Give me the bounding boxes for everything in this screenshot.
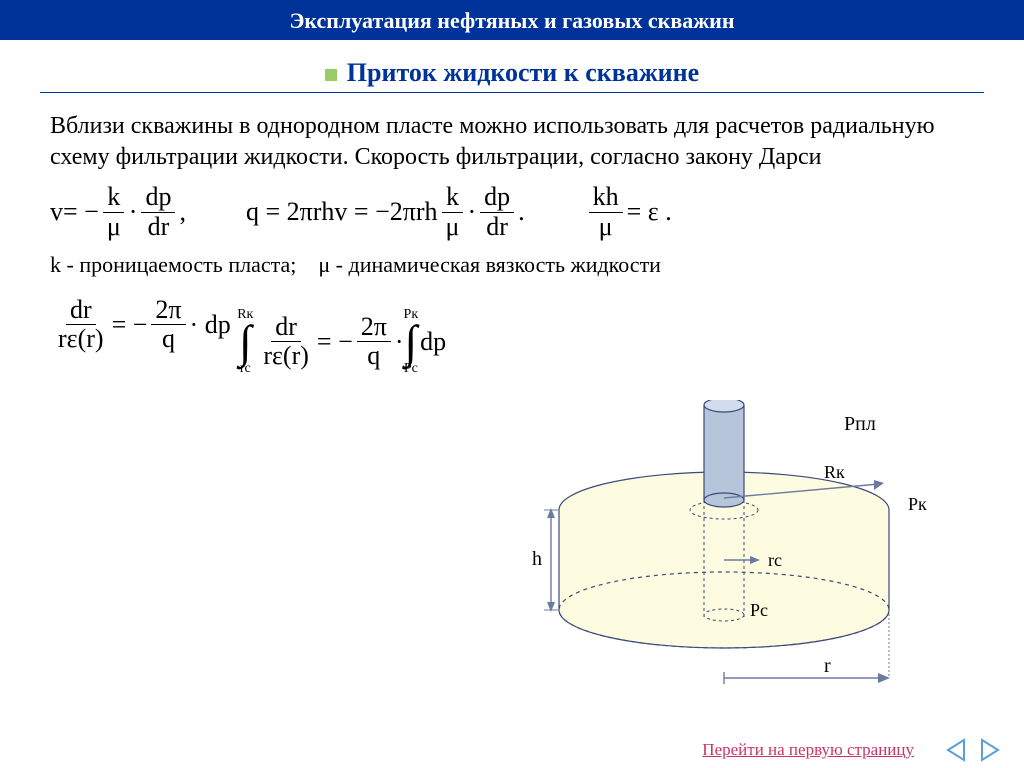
intro-paragraph: Вблизи скважины в однородном пласте можн… [50, 111, 984, 173]
label-h: h [532, 548, 542, 570]
int1-lower: rc [240, 362, 251, 376]
f4-tail: · dp [190, 310, 231, 340]
formula-v: v = − kμ · dpdr , [50, 183, 186, 241]
bullet-icon [325, 69, 337, 81]
int2-symbol: ∫ [405, 322, 418, 363]
prev-arrow-icon[interactable] [942, 738, 970, 762]
def-mu: μ - динамическая вязкость жидкости [318, 252, 661, 277]
f5-frac2: 2πq [357, 313, 391, 371]
f2-lhs: q = 2πrhv = −2πrh [246, 197, 438, 227]
f5-dot: · [395, 327, 404, 357]
label-r: r [824, 655, 831, 677]
f1-frac2: dpdr [141, 183, 175, 241]
f2-frac2: dpdr [480, 183, 514, 241]
f4-frac2: 2πq [151, 296, 185, 354]
f2-frac1: kμ [442, 183, 464, 241]
f1-frac1: kμ [103, 183, 125, 241]
formula-eps: khμ = ε . [585, 183, 672, 241]
f1-eq: = − [63, 197, 99, 227]
formula-integral: Rк ∫ rc drrε(r) = − 2πq · Pк ∫ Pc dp [237, 308, 446, 377]
formula-row-1: v = − kμ · dpdr , q = 2πrhv = −2πrh kμ ·… [50, 183, 984, 241]
first-page-link-text: Перейти на первую страницу [702, 740, 914, 759]
label-Rk: Rк [824, 462, 845, 482]
header-title: Эксплуатация нефтяных и газовых скважин [289, 8, 734, 33]
int2-lower: Pc [404, 362, 418, 376]
f3-frac: khμ [589, 183, 623, 241]
int1-symbol: ∫ [239, 322, 252, 363]
f4-eq: = − [112, 310, 148, 340]
f1-tail: , [179, 197, 186, 227]
first-page-link[interactable]: Перейти на первую страницу [702, 740, 914, 760]
f2-dot: · [467, 197, 476, 227]
f5-frac1: drrε(r) [259, 313, 313, 371]
f5-tail: dp [420, 327, 446, 357]
header-bar: Эксплуатация нефтяных и газовых скважин [0, 0, 1024, 40]
f1-lhs: v [50, 197, 63, 227]
reservoir-diagram: h rc Rк Pc Pк Pпл r [524, 400, 984, 700]
label-Pk: Pк [908, 494, 927, 514]
nav-arrows [942, 738, 1004, 762]
definitions: k - проницаемость пласта; μ - динамическ… [50, 252, 984, 278]
section-title-row: Приток жидкости к скважине [40, 58, 984, 93]
formula-q: q = 2πrhv = −2πrh kμ · dpdr . [246, 183, 525, 241]
lower-formulas: drrε(r) = − 2πq · dp Rк ∫ rc drrε(r) = −… [50, 288, 1024, 377]
formula-dr: drrε(r) = − 2πq · dp [50, 296, 231, 354]
f1-dot: · [129, 197, 138, 227]
label-Pc: Pc [750, 600, 768, 620]
def-k: k - проницаемость пласта; [50, 252, 296, 277]
label-Ppl: Pпл [844, 413, 876, 435]
f2-tail: . [518, 197, 525, 227]
f3-eq: = ε . [627, 197, 672, 227]
next-arrow-icon[interactable] [976, 738, 1004, 762]
int2: Pк ∫ Pc [404, 308, 419, 377]
label-rc: rc [768, 550, 782, 570]
f4-frac1: drrε(r) [54, 296, 108, 354]
int1: Rк ∫ rc [237, 308, 253, 377]
section-title: Приток жидкости к скважине [347, 58, 699, 87]
f5-eq: = − [317, 327, 353, 357]
